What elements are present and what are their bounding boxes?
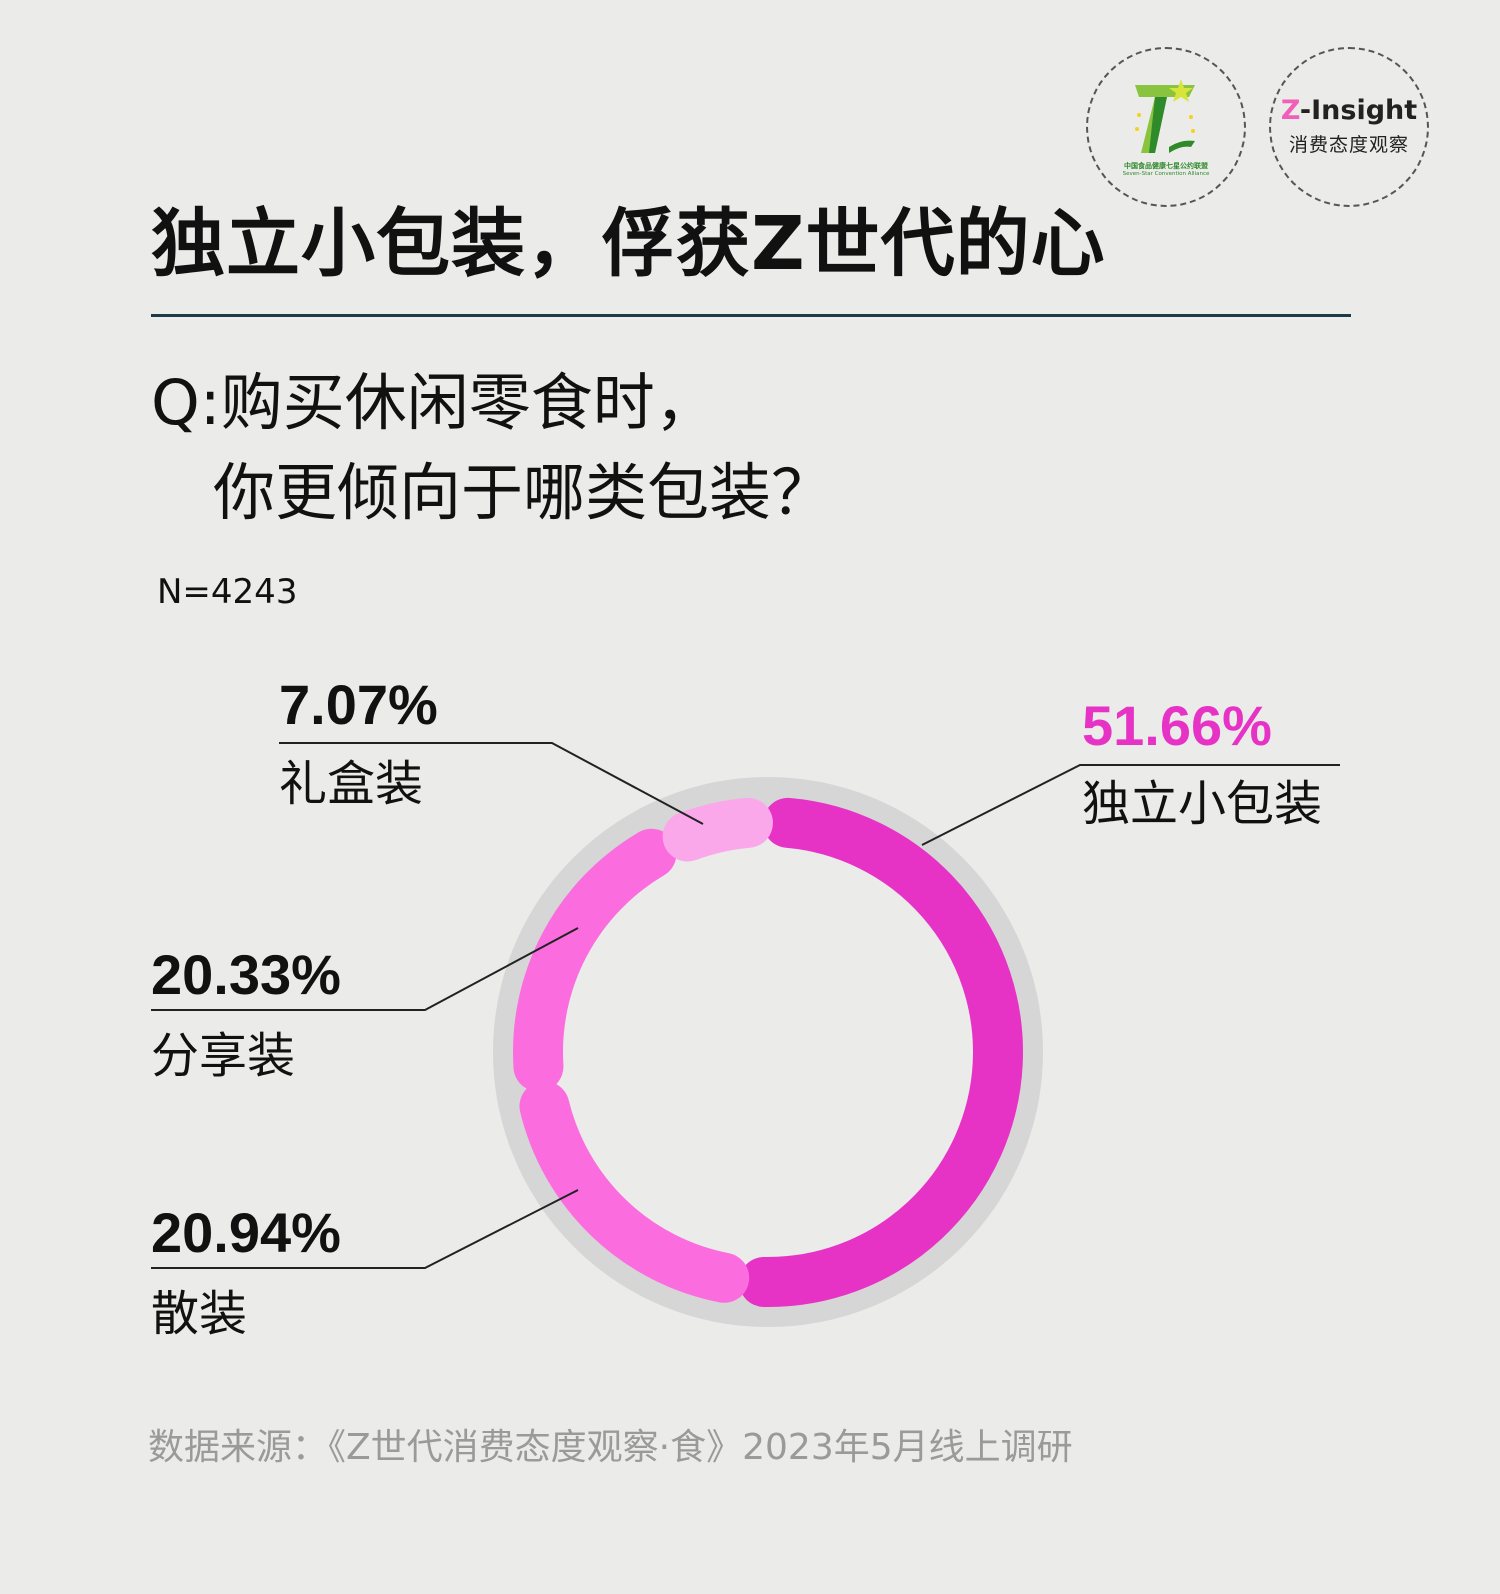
- segment-value-label-0: 51.66%: [1082, 694, 1272, 757]
- question-line-2: 你更倾向于哪类包装？: [213, 456, 834, 529]
- donut-outer-ring: [493, 777, 1043, 1327]
- alliance-name-cn: 中国食品健康七星公约联盟: [1124, 162, 1208, 170]
- alliance-name-en: Seven-Star Convention Alliance: [1122, 171, 1210, 177]
- seven-star-logo-icon: [1135, 79, 1195, 153]
- title-divider: [151, 314, 1351, 317]
- segment-category-label-0: 独立小包装: [1082, 776, 1322, 832]
- leader-line-0: [921, 764, 1340, 846]
- leader-line-2: [151, 927, 579, 1011]
- leader-line-3: [279, 742, 704, 825]
- z-insight-brand-z: Z: [1280, 95, 1300, 126]
- donut-segment-3: [662, 797, 773, 862]
- data-source-note: 数据来源：《Z世代消费态度观察·食》2023年5月线上调研: [148, 1427, 1073, 1468]
- donut-segment-0: [739, 797, 1024, 1307]
- donut-segment-1: [519, 1081, 750, 1303]
- z-insight-brand-rest: -Insight: [1299, 95, 1418, 126]
- segment-value-label-2: 20.33%: [151, 943, 341, 1006]
- page-title: 独立小包装，俘获Z世代的心: [151, 201, 1106, 287]
- alliance-logo: 中国食品健康七星公约联盟 Seven-Star Convention Allia…: [1086, 47, 1246, 207]
- z-insight-subtitle: 消费态度观察: [1288, 134, 1409, 156]
- segment-value-label-3: 7.07%: [279, 673, 438, 736]
- donut-segment-2: [513, 828, 677, 1092]
- z-insight-logo: Z-Insight 消费态度观察: [1269, 47, 1429, 207]
- segment-category-label-3: 礼盒装: [279, 756, 423, 812]
- z-insight-brand: Z-Insight: [1281, 97, 1417, 124]
- sample-size: N=4243: [157, 572, 298, 612]
- survey-question: Q:购买休闲零食时， 你更倾向于哪类包装？: [151, 358, 833, 538]
- segment-category-label-1: 散装: [151, 1286, 247, 1342]
- leader-line-1: [151, 1189, 579, 1269]
- segment-category-label-2: 分享装: [151, 1028, 295, 1084]
- question-line-1: Q:购买休闲零食时，: [151, 366, 717, 439]
- segment-value-label-1: 20.94%: [151, 1201, 341, 1264]
